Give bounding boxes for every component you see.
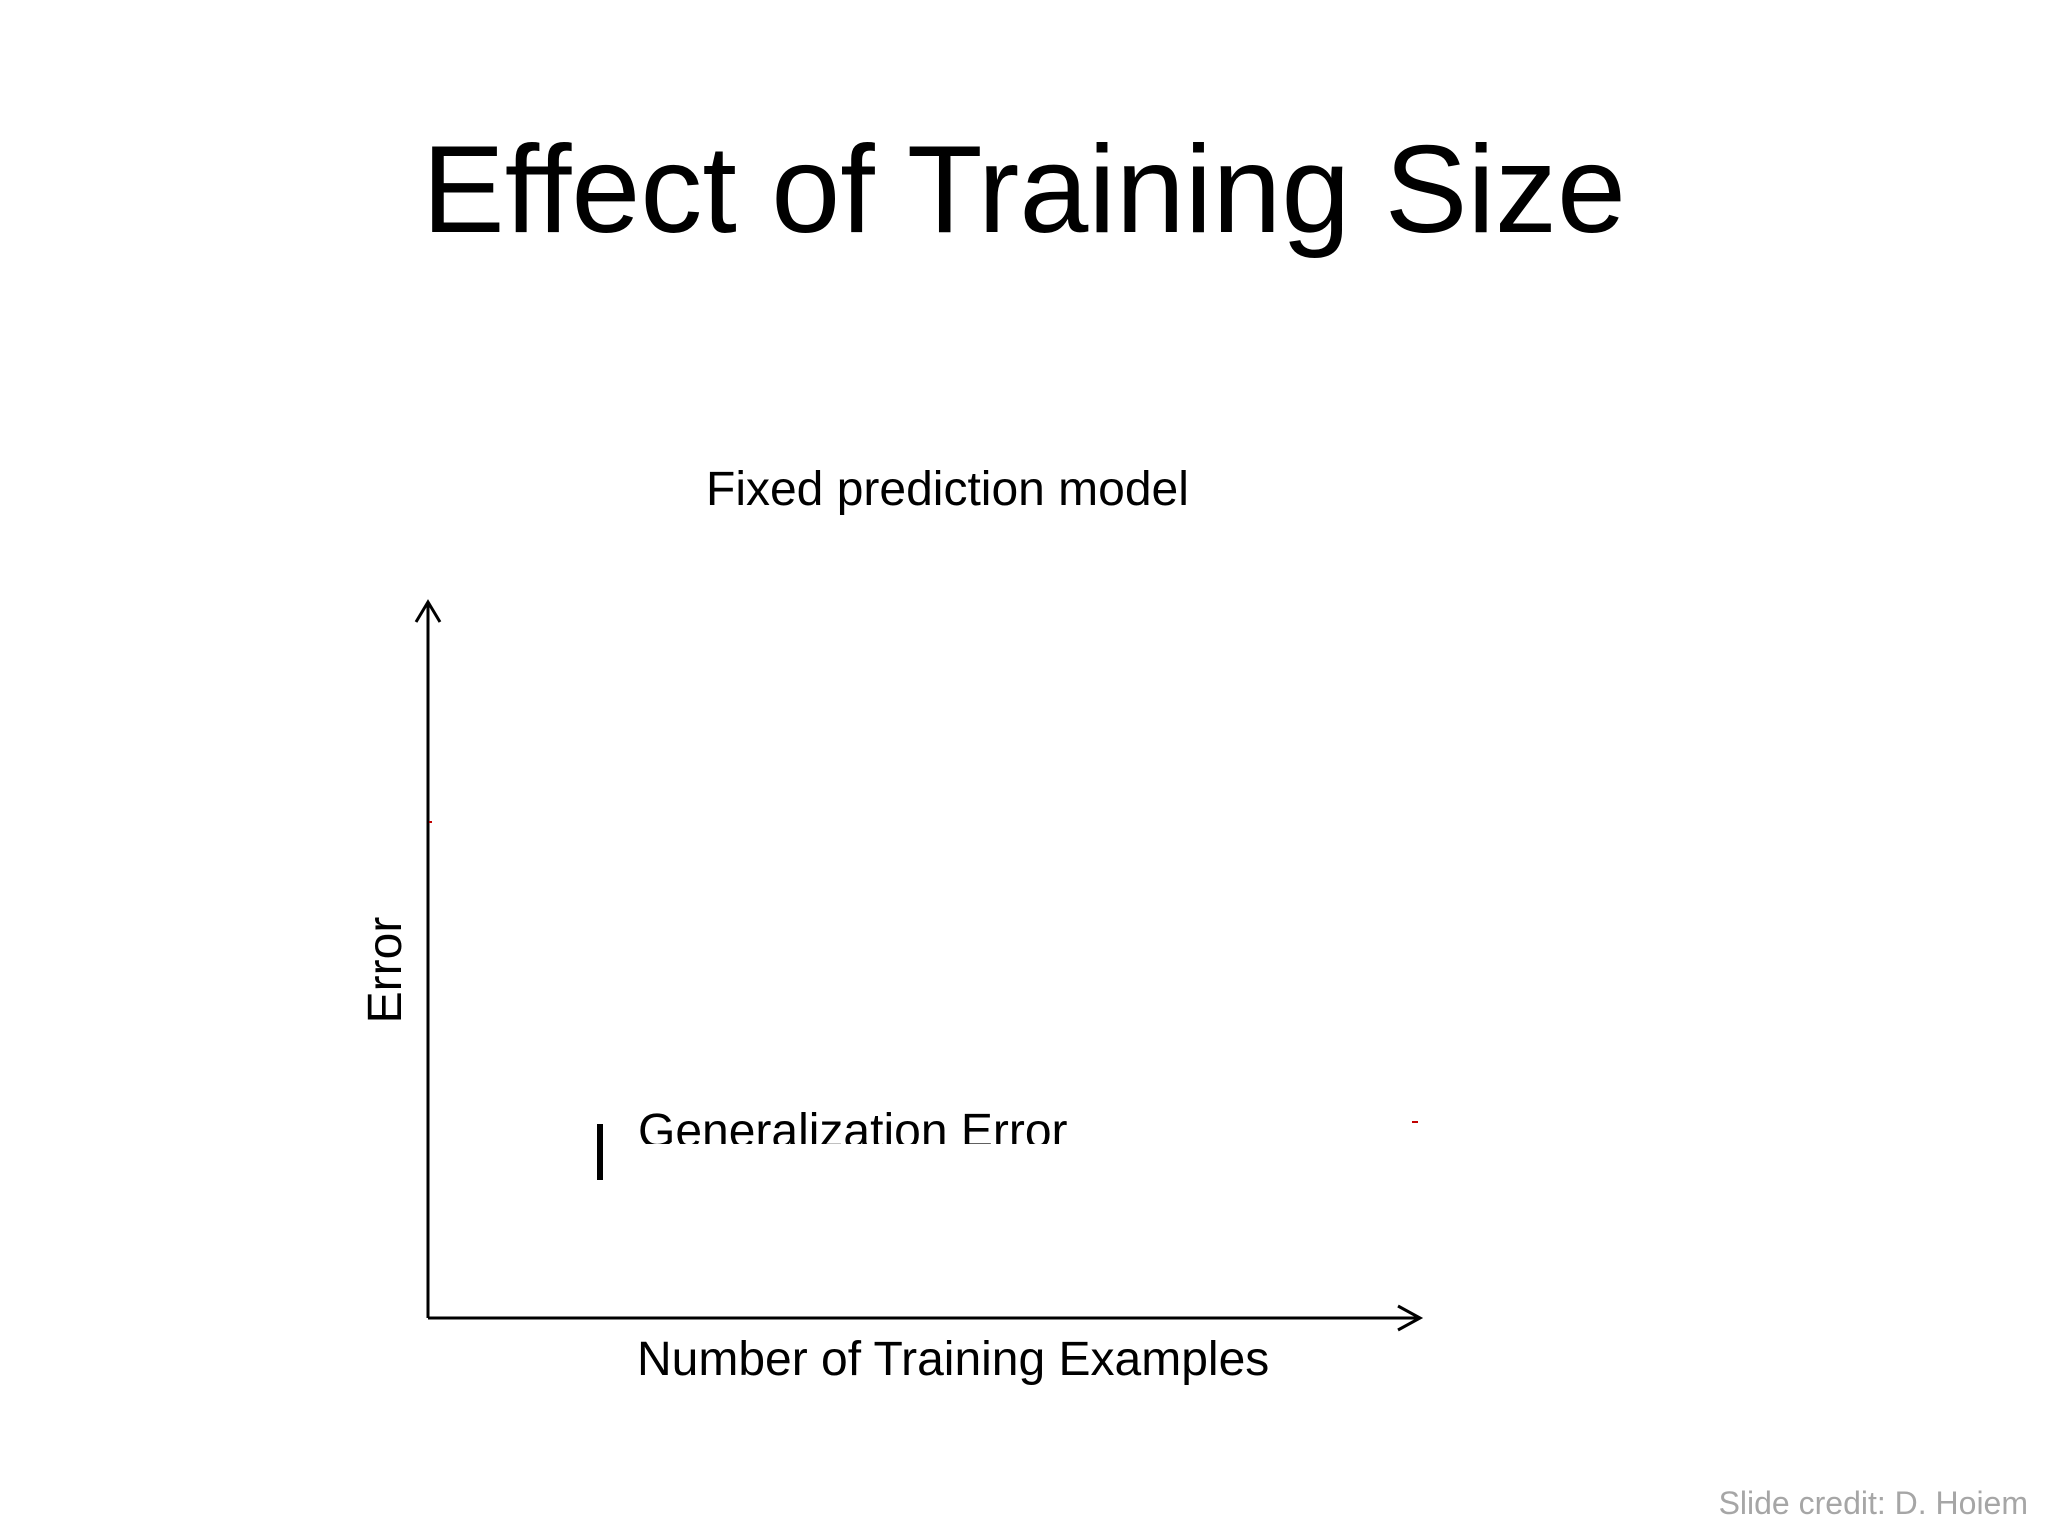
slide-title: Effect of Training Size <box>422 121 1626 259</box>
y-axis-label: Error <box>359 916 412 1024</box>
y-axis-arrowhead <box>414 599 442 623</box>
slide-credit: Slide credit: D. Hoiem <box>1718 1485 2028 1521</box>
x-axis-arrowhead <box>1397 1304 1424 1332</box>
generalization-error-label-clip: Generalization Error <box>630 1098 1150 1144</box>
diagram-subtitle: Fixed prediction model <box>706 463 1189 516</box>
x-axis-label: Number of Training Examples <box>637 1333 1270 1386</box>
generalization-error-label: Generalization Error <box>638 1105 1068 1144</box>
